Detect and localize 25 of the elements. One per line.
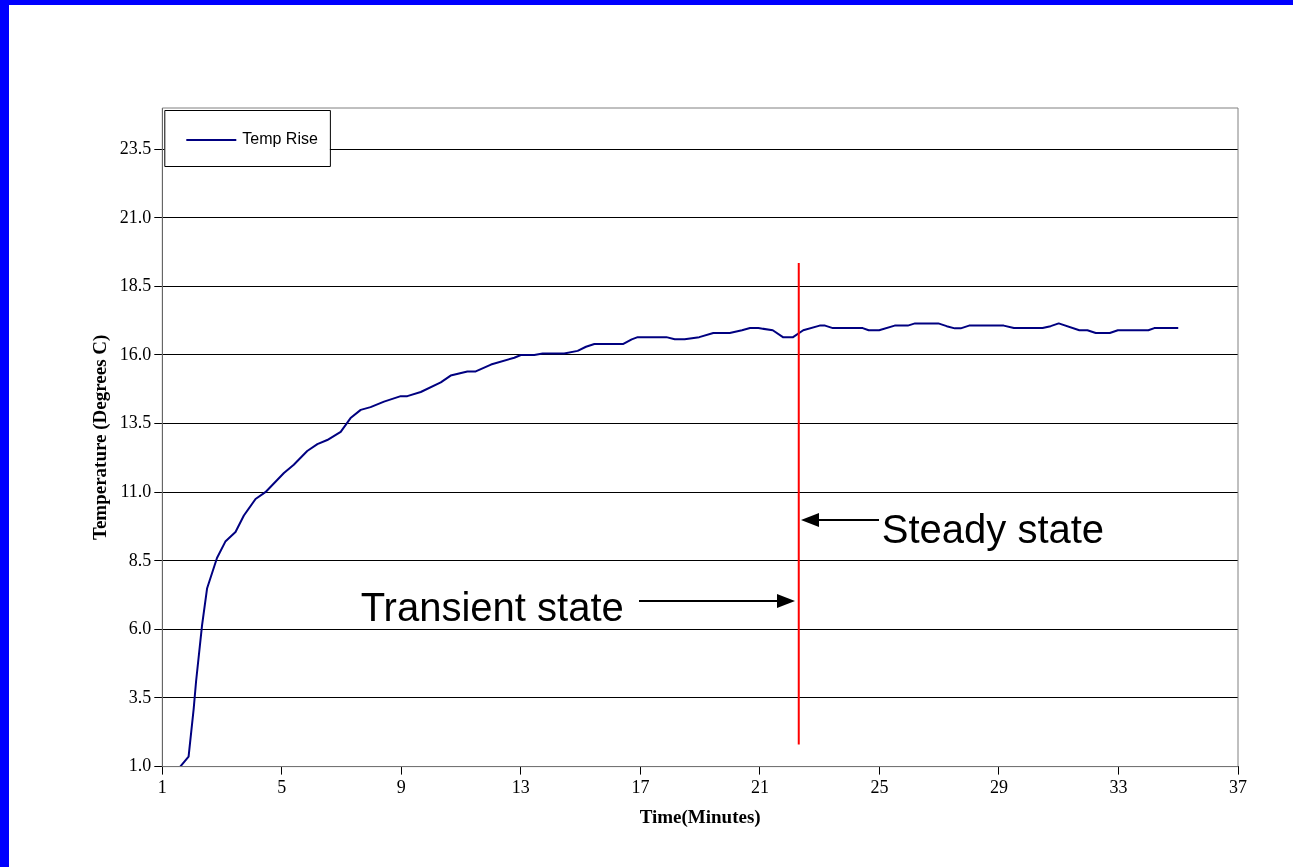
y-tick-label: 1.0 [128, 755, 152, 776]
y-tick-label: 11.0 [120, 480, 152, 501]
y-tick-label: 18.5 [119, 275, 152, 296]
x-tick-label: 1 [157, 777, 167, 798]
y-axis-title: Temperature (Degrees C) [89, 334, 112, 541]
x-tick-label: 37 [1229, 777, 1247, 798]
y-tick-label: 6.0 [128, 618, 152, 639]
y-tick-label: 21.0 [119, 206, 152, 227]
y-tick-label: 8.5 [128, 549, 152, 570]
x-tick-label: 9 [396, 777, 406, 798]
x-tick-label: 21 [750, 777, 769, 798]
x-tick-label: 5 [277, 777, 287, 798]
annotation: Transient state [360, 585, 624, 630]
annotation: Steady state [881, 507, 1105, 552]
x-tick-label: 17 [631, 777, 650, 798]
legend-label: Temp Rise [242, 130, 318, 148]
x-tick-label: 25 [870, 777, 889, 798]
x-tick-label: 33 [1109, 777, 1128, 798]
y-tick-label: 16.0 [119, 343, 152, 364]
y-tick-label: 23.5 [119, 137, 152, 158]
y-tick-label: 3.5 [128, 686, 152, 707]
y-tick-label: 13.5 [119, 412, 152, 433]
x-tick-label: 13 [511, 777, 530, 798]
x-axis-title: Time(Minutes) [639, 805, 761, 828]
x-tick-label: 29 [989, 777, 1008, 798]
